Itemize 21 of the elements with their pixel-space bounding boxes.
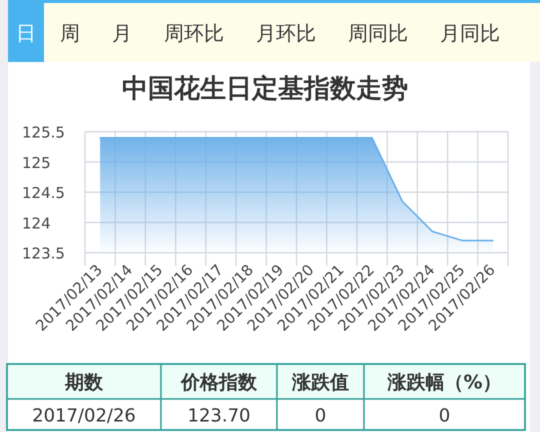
y-tick-label: 125 xyxy=(22,154,51,172)
tab-selected: 日 xyxy=(8,3,44,62)
tab-label: 月同比 xyxy=(440,21,500,45)
y-tick-label: 123.5 xyxy=(22,244,65,263)
table-header-cell: 期数 xyxy=(6,363,162,400)
tab-label: 周环比 xyxy=(164,21,224,45)
tab-label: 月 xyxy=(112,21,132,45)
table-cell: 0 xyxy=(363,398,526,431)
table-cell: 0 xyxy=(276,398,365,431)
table-header-cell: 价格指数 xyxy=(160,363,278,400)
y-tick-label: 125.5 xyxy=(22,124,65,142)
y-tick-label: 124.5 xyxy=(22,184,65,202)
table-cell: 2017/02/26 xyxy=(6,398,162,431)
tab-label: 周同比 xyxy=(348,21,408,45)
table-header-cell: 涨跌幅（%） xyxy=(363,363,526,400)
tab-label: 周 xyxy=(60,21,80,45)
table-header-cell: 涨跌值 xyxy=(276,363,365,400)
table-cell: 123.70 xyxy=(160,398,278,431)
chart-title: 中国花生日定基指数走势 xyxy=(122,74,408,104)
y-tick-label: 124 xyxy=(22,214,51,232)
tab-label: 月环比 xyxy=(256,21,316,45)
